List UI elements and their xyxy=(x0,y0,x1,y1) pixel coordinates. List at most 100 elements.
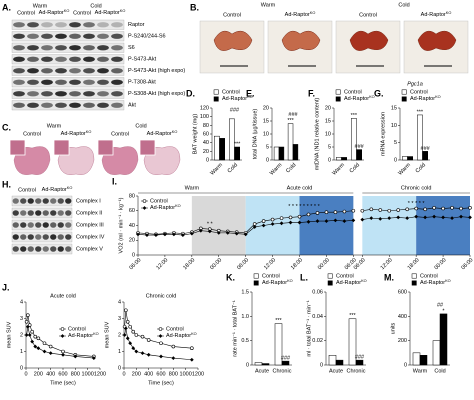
point xyxy=(387,208,392,213)
point xyxy=(252,225,257,229)
blot-band xyxy=(41,102,53,108)
group-label: Cold xyxy=(135,123,146,129)
blot-band xyxy=(50,234,57,240)
x-tick-label: 200 xyxy=(34,371,43,377)
blot-strip xyxy=(11,243,73,255)
bar xyxy=(348,318,357,366)
blot-band xyxy=(13,79,25,85)
tissue xyxy=(417,30,457,51)
column-label: Ad-RaptorKO xyxy=(61,130,92,137)
label-sup: KO xyxy=(310,11,316,15)
legend-swatch xyxy=(411,273,417,279)
blot-band xyxy=(97,68,109,74)
label-sup: KO xyxy=(369,95,375,99)
x-tick-label: 200 xyxy=(132,371,141,377)
point xyxy=(360,208,365,213)
y-tick-label: 0 xyxy=(266,157,269,163)
panel-letter: G. xyxy=(374,88,384,98)
blot-band xyxy=(97,22,109,28)
point xyxy=(131,346,136,351)
bar xyxy=(214,135,220,161)
x-tick-label: 1200 xyxy=(192,371,204,377)
x-tick-label: Warm xyxy=(397,162,412,177)
blot-band xyxy=(69,102,81,108)
legend-swatch xyxy=(60,334,65,338)
y-tick-label: 10 xyxy=(325,131,331,137)
blot-band xyxy=(57,222,64,228)
point xyxy=(33,344,38,349)
y-tick-label: 1.0 xyxy=(241,314,249,320)
row-label: S6 xyxy=(128,45,135,51)
point xyxy=(396,208,401,212)
y-tick-label: 0 xyxy=(246,362,249,368)
blot-band xyxy=(65,246,72,252)
label-sup: KO xyxy=(247,95,253,99)
blot-band xyxy=(13,91,25,97)
x-tick-label: Chronic xyxy=(273,368,292,374)
x-tick-label: Warm xyxy=(209,162,224,177)
label-text: Ad-Raptor xyxy=(42,187,67,193)
blot-band xyxy=(69,91,81,97)
y-tick-label: 15 xyxy=(263,118,269,124)
blot-strip xyxy=(11,100,125,111)
section-label: Chronic cold xyxy=(401,185,432,191)
shading xyxy=(362,196,417,255)
y-tick-label: 4 xyxy=(118,299,121,305)
legend-swatch xyxy=(327,280,333,286)
blot-band xyxy=(41,91,53,97)
panel-letter: H. xyxy=(2,179,11,189)
point xyxy=(128,341,133,346)
bar xyxy=(356,149,362,161)
column-label: Control xyxy=(18,187,36,193)
y-tick-label: 4 xyxy=(20,299,23,305)
bar xyxy=(402,156,408,161)
inset xyxy=(9,139,26,156)
point xyxy=(405,216,410,221)
legend-label: Control xyxy=(262,273,280,279)
point xyxy=(405,207,409,212)
point xyxy=(140,351,145,356)
blot-band xyxy=(111,102,123,108)
y-tick-label: 1 xyxy=(118,349,121,355)
x-tick-label: 400 xyxy=(46,371,55,377)
x-tick-label: Cold xyxy=(285,162,297,174)
point xyxy=(180,233,185,237)
point xyxy=(270,217,275,222)
point xyxy=(159,354,163,359)
x-tick-label: 1000 xyxy=(180,371,192,377)
legend-swatch xyxy=(60,327,65,331)
point xyxy=(342,209,347,214)
column-label: Ad-RaptorKO xyxy=(42,186,73,193)
bar xyxy=(273,146,280,161)
x-tick-label: 18:00 xyxy=(182,257,196,271)
point xyxy=(136,232,140,237)
row-label: P-S473-Akt (high expo) xyxy=(128,68,185,74)
blot-band xyxy=(69,79,81,85)
shading xyxy=(416,196,470,255)
significance: *** xyxy=(349,313,356,319)
x-tick-label: 12:00 xyxy=(380,257,394,271)
column-label: Ad-RaptorKO xyxy=(285,11,316,18)
label-sup: KO xyxy=(120,9,126,13)
blot-band xyxy=(12,234,19,240)
y-tick-label: 2 xyxy=(20,332,23,338)
inset xyxy=(97,139,114,156)
legend-swatch xyxy=(213,96,219,102)
point xyxy=(306,219,311,224)
blot-band xyxy=(83,79,95,85)
blot-band xyxy=(13,45,25,51)
label-sup: KO xyxy=(287,279,293,283)
y-tick-label: 20 xyxy=(263,105,269,111)
point xyxy=(414,214,419,219)
y-tick-label: 60 xyxy=(203,131,209,137)
panel-letter: E. xyxy=(246,88,255,98)
bar xyxy=(351,118,357,161)
blot-band xyxy=(83,56,95,62)
point xyxy=(36,336,41,341)
x-tick-label: Warm xyxy=(331,162,346,177)
legend-label: Control xyxy=(166,326,184,332)
point xyxy=(387,216,392,221)
y-tick-label: 20 xyxy=(129,238,135,244)
blot-band xyxy=(27,234,34,240)
point xyxy=(279,216,284,220)
